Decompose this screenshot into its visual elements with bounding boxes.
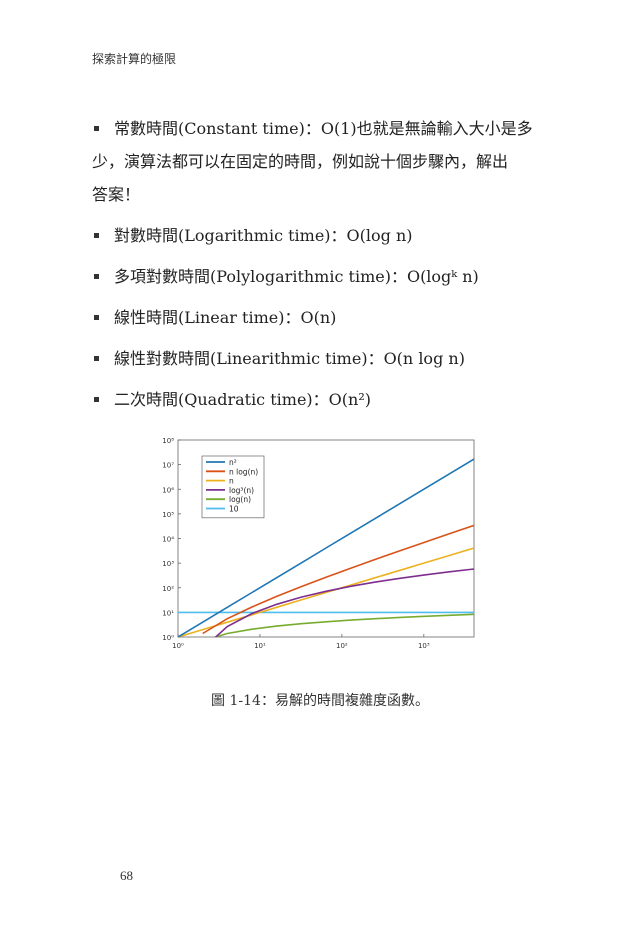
y-tick-label: 10⁰ bbox=[162, 634, 174, 642]
series-line-0 bbox=[178, 458, 474, 637]
bullet-line: 二次時間(Quadratic time)：O(n²) bbox=[114, 390, 371, 409]
x-tick-label: 10⁰ bbox=[172, 642, 184, 650]
y-tick-label: 10⁴ bbox=[162, 536, 174, 544]
bullet-square-icon bbox=[94, 397, 99, 402]
bullet-item-quadratic-time: 二次時間(Quadratic time)：O(n²) bbox=[92, 389, 552, 411]
complexity-chart-figure: 10⁰ 10¹ 10² 10³ 10⁴ 10⁵ 10⁶ 10⁷ 10⁸ 10⁰ 10¹ 10² 10³ n… bbox=[152, 432, 482, 662]
bullet-square-icon bbox=[94, 356, 99, 361]
bullet-line: 線性對數時間(Linearithmic time)：O(n log n) bbox=[114, 349, 465, 368]
bullet-square-icon bbox=[94, 274, 99, 279]
legend-label: n log(n) bbox=[229, 467, 258, 476]
y-tick-label: 10² bbox=[162, 585, 174, 593]
x-tick-label: 10¹ bbox=[254, 642, 266, 650]
bullet-square-icon bbox=[94, 315, 99, 320]
legend-label: log³(n) bbox=[229, 486, 254, 495]
bullet-item-logarithmic-time: 對數時間(Logarithmic time)：O(log n) bbox=[92, 225, 552, 247]
running-header: 探索計算的極限 bbox=[92, 52, 177, 66]
figure-caption: 圖 1-14：易解的時間複雜度函數。 bbox=[211, 693, 429, 709]
bullet-line: 少，演算法都可以在固定的時間，例如說十個步驟內，解出 bbox=[92, 152, 509, 171]
y-tick-label: 10³ bbox=[162, 560, 174, 568]
x-tick-label: 10³ bbox=[418, 642, 430, 650]
legend-box bbox=[201, 455, 265, 519]
legend-label: log(n) bbox=[229, 495, 251, 504]
bullet-item-linearithmic-time: 線性對數時間(Linearithmic time)：O(n log n) bbox=[92, 348, 552, 370]
y-tick-label: 10⁸ bbox=[162, 437, 174, 445]
body-text: 常數時間(Constant time)：O(1)也就是無論輸入大小是多 少，演算… bbox=[92, 118, 552, 430]
legend-label: n bbox=[229, 477, 234, 486]
bullet-square-icon bbox=[94, 233, 99, 238]
bullet-item-constant-time: 常數時間(Constant time)：O(1)也就是無論輸入大小是多 少，演算… bbox=[92, 118, 552, 206]
page-number: 68 bbox=[120, 868, 133, 883]
bullet-line: 線性時間(Linear time)：O(n) bbox=[114, 308, 337, 327]
bullet-line: 常數時間(Constant time)：O(1)也就是無論輸入大小是多 bbox=[114, 119, 533, 138]
y-tick-label: 10¹ bbox=[162, 609, 174, 617]
series-line-4 bbox=[212, 613, 474, 637]
bullet-line: 多項對數時間(Polylogarithmic time)：O(logᵏ n) bbox=[114, 267, 479, 286]
x-tick-label: 10² bbox=[336, 642, 348, 650]
complexity-chart: 10⁰ 10¹ 10² 10³ 10⁴ 10⁵ 10⁶ 10⁷ 10⁸ 10⁰ 10¹ 10² 10³ n… bbox=[162, 437, 475, 650]
series-line-3 bbox=[214, 568, 474, 637]
legend-label: n² bbox=[229, 458, 237, 467]
y-tick-label: 10⁵ bbox=[162, 511, 174, 519]
bullet-square-icon bbox=[94, 126, 99, 131]
y-tick-label: 10⁶ bbox=[162, 486, 174, 494]
bullet-item-linear-time: 線性時間(Linear time)：O(n) bbox=[92, 307, 552, 329]
series-line-2 bbox=[178, 547, 474, 637]
legend-label: 10 bbox=[229, 505, 239, 514]
bullet-line: 答案！ bbox=[92, 185, 141, 204]
y-tick-label: 10⁷ bbox=[162, 462, 174, 470]
bullet-item-polylogarithmic-time: 多項對數時間(Polylogarithmic time)：O(logᵏ n) bbox=[92, 266, 552, 288]
bullet-line: 對數時間(Logarithmic time)：O(log n) bbox=[114, 226, 413, 245]
series-line-1 bbox=[202, 524, 474, 635]
